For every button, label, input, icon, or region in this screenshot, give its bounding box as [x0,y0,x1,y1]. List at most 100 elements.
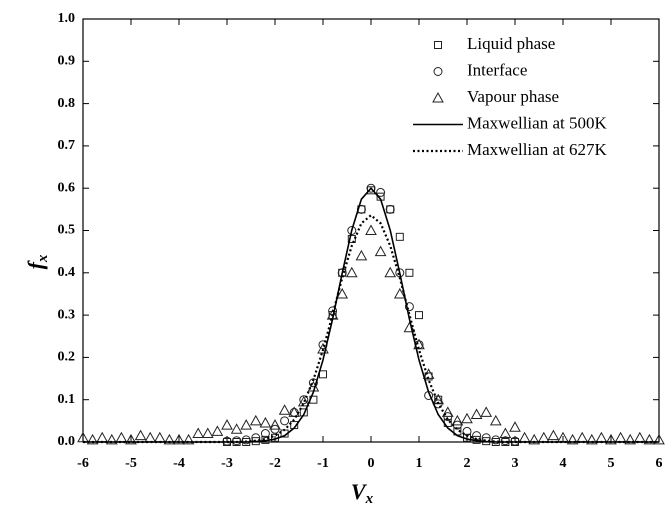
triangle-marker [278,404,291,415]
x-tick-label: 0 [368,456,375,471]
circle-marker [299,395,309,405]
x-tick-label: 4 [560,456,567,471]
circle-marker [404,302,414,312]
x-tick-label: -4 [173,456,185,471]
triangle-marker [125,433,137,445]
y-tick-label: 0.4 [58,265,76,280]
y-tick-label: 0.6 [58,180,76,195]
triangle-marker [384,266,397,278]
triangle-marker [643,433,656,445]
triangle-marker [605,433,617,445]
triangle-marker [144,431,157,443]
x-label-sub: x [365,491,374,506]
triangle-marker [528,433,541,445]
triangle-marker [489,414,502,426]
legend-label: Maxwellian at 500K [467,113,607,132]
x-label-text: V [351,479,368,504]
triangle-marker [259,416,272,428]
triangle-marker [211,425,224,436]
circle-marker [356,204,366,214]
circle-marker [232,436,242,446]
circle-marker [347,226,357,235]
triangle-marker [451,414,464,426]
square-marker [319,370,327,379]
y-axis-label: fx [23,254,51,269]
triangle-marker [153,431,166,443]
x-tick-label: 3 [512,456,519,471]
triangle-marker [201,427,214,439]
x-tick-label: 6 [656,456,663,471]
circle-marker [376,187,386,197]
square-marker [415,311,423,320]
triangle-marker [393,287,406,299]
triangle-marker [288,406,301,417]
triangle-marker [585,433,598,445]
triangle-marker [105,433,118,445]
triangle-marker [624,433,637,445]
square-marker [395,232,404,241]
y-tick-label: 0.9 [58,54,76,69]
triangle-marker [96,431,109,443]
circle-marker [491,435,501,445]
legend-label: Vapour phase [467,87,559,106]
triangle-marker [595,431,608,443]
x-axis-label: Vx [351,479,374,506]
triangle-marker [173,433,185,445]
square-marker [405,268,414,277]
x-tick-label: -1 [317,456,329,471]
triangle-marker [576,431,589,443]
triangle-marker [297,395,310,407]
triangle-marker [499,427,512,439]
triangle-marker [182,433,195,445]
square-marker [347,234,356,243]
triangle-marker [365,224,377,235]
triangle-marker [614,431,627,443]
y-tick-label: 0.2 [58,350,76,365]
triangle-marker [374,245,387,257]
y-label-sub: x [35,254,51,263]
circle-marker [260,429,270,439]
y-tick-label: 0.3 [58,307,76,322]
y-tick-label: 0.7 [58,138,76,153]
x-tick-label: 1 [416,456,423,471]
triangle-marker [134,429,147,441]
triangle-marker [269,419,281,430]
circle-marker [366,183,376,193]
square-marker [299,408,308,417]
triangle-marker [240,419,253,430]
y-tick-label: 0.1 [58,392,76,407]
y-tick-label: 0.5 [58,223,76,238]
circle-marker [280,416,290,426]
triangle-marker [355,249,368,261]
triangle-marker [345,266,358,278]
triangle-marker [480,406,493,417]
curve [83,213,659,444]
triangle-marker [509,421,521,432]
triangle-marker [547,429,560,441]
x-tick-label: -3 [221,456,233,471]
triangle-marker [221,419,233,430]
triangle-marker [192,427,205,439]
curve [83,186,659,443]
y-tick-label: 0.8 [58,96,76,111]
triangle-marker [115,431,128,443]
square-marker [386,205,395,214]
triangle-marker [653,433,665,445]
triangle-marker [633,431,646,443]
x-tick-label: -5 [125,456,137,471]
triangle-marker [566,433,579,445]
x-tick-label: 2 [464,456,471,471]
legend-label: Liquid phase [467,34,555,53]
square-marker [434,41,442,49]
circle-marker [241,435,251,445]
triangle-marker [461,412,473,424]
x-tick-label: 5 [608,456,615,471]
triangle-marker [537,431,550,443]
x-tick-label: -2 [269,456,281,471]
y-tick-label: 0.0 [58,434,76,449]
y-tick-label: 1.0 [58,11,76,26]
legend-label: Maxwellian at 627K [467,140,607,159]
circle-marker [308,378,318,388]
triangle-marker [432,91,444,103]
